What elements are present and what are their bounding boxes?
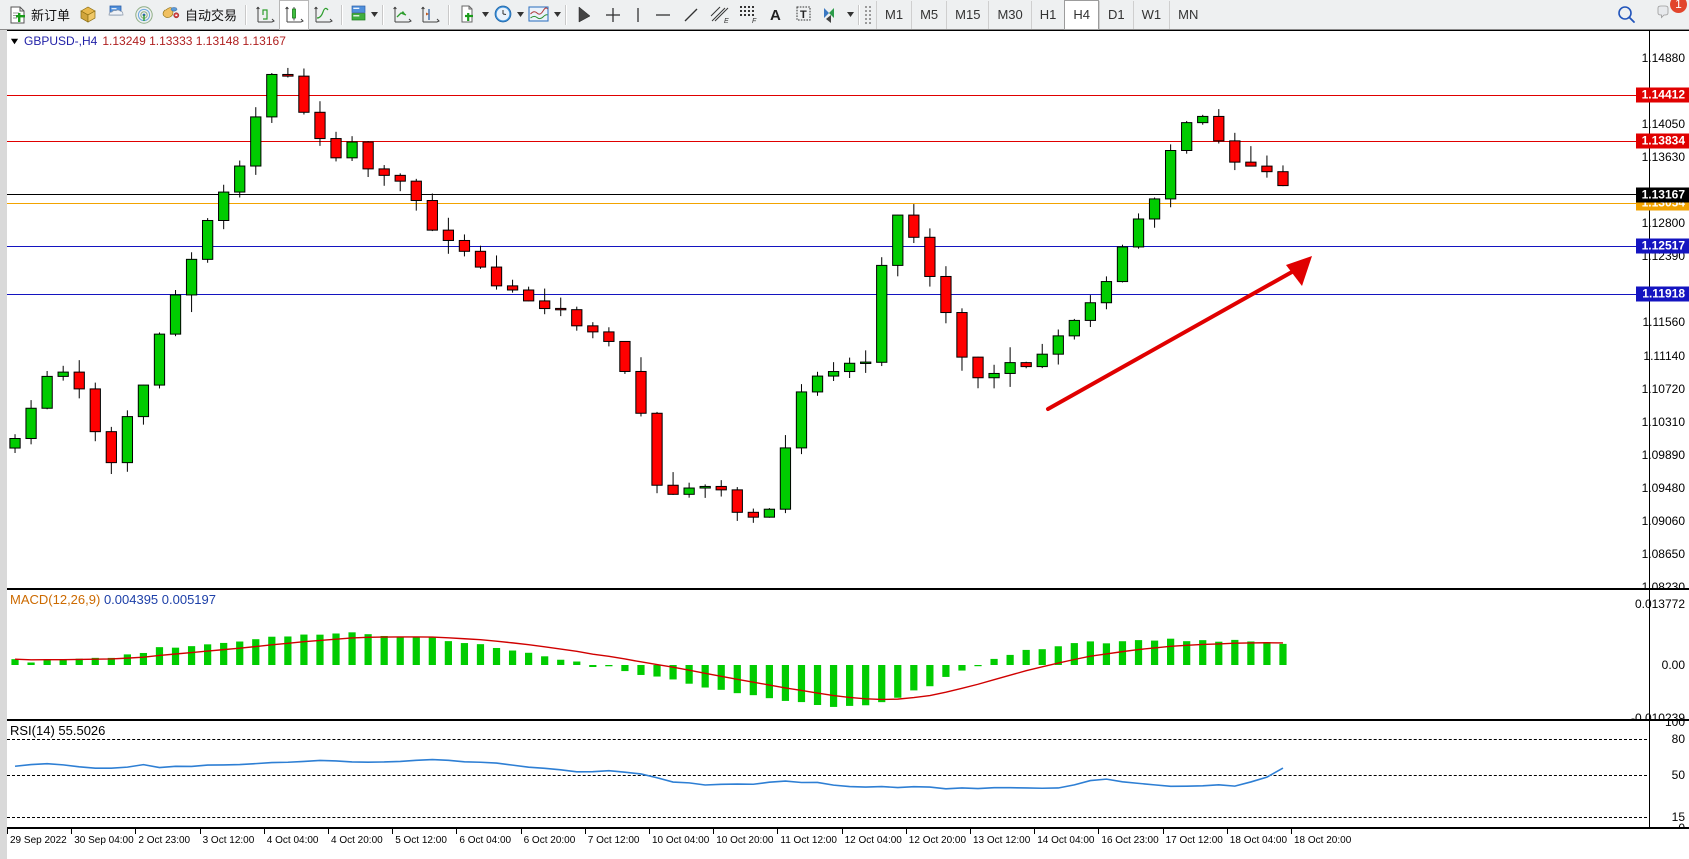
svg-text:T: T: [800, 9, 807, 21]
svg-text:A: A: [770, 7, 781, 24]
svg-text:F: F: [752, 18, 757, 25]
svg-text:E: E: [724, 18, 729, 25]
